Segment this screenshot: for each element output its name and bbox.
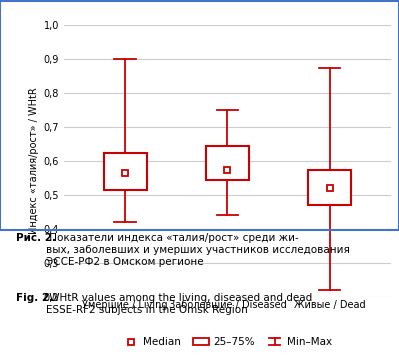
Bar (206, 146, 249, 180)
Text: Рис. 2.: Рис. 2. (16, 233, 56, 244)
Y-axis label: Индекс «талия/рост» / WHtR: Индекс «талия/рост» / WHtR (29, 88, 40, 235)
Legend: Median, 25–75%, Min–Max: Median, 25–75%, Min–Max (119, 333, 336, 352)
Text: WHtR values among the living, diseased and dead
ESSE-RF2 subjects in the Omsk Re: WHtR values among the living, diseased a… (46, 293, 312, 315)
Bar (308, 169, 351, 205)
Text: Показатели индекса «талия/рост» среди жи-
вых, заболевших и умерших участников и: Показатели индекса «талия/рост» среди жи… (46, 233, 350, 267)
Text: Fig. 2.: Fig. 2. (16, 293, 53, 303)
Bar (104, 153, 147, 190)
